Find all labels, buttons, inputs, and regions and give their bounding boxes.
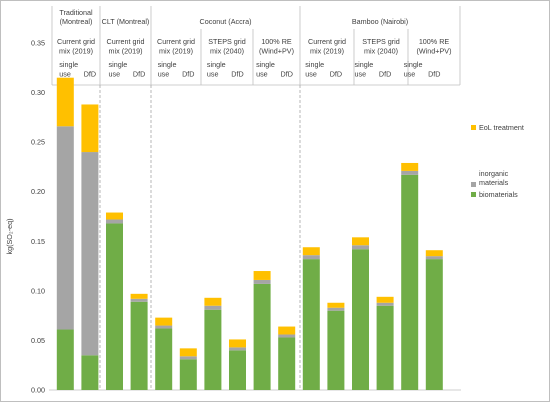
case-label: single use <box>256 60 275 79</box>
bar-segment-biomaterials <box>130 301 148 390</box>
bar-segment-EoL-treatment <box>253 271 271 280</box>
bar-segment-inorganic-materials <box>204 305 222 310</box>
bar-segment-biomaterials <box>81 355 99 390</box>
case-label: DfD <box>84 70 96 79</box>
case-label: DfD <box>379 70 391 79</box>
bar-segment-inorganic-materials <box>352 245 369 250</box>
bar-segment-EoL-treatment <box>204 297 222 306</box>
bar-segment-biomaterials <box>401 174 419 390</box>
bar-segment-inorganic-materials <box>155 325 173 329</box>
bar-segment-biomaterials <box>278 337 296 390</box>
case-label: single use <box>59 60 78 79</box>
scenario-label: 100% RE (Wind+PV) <box>259 37 294 56</box>
bar-segment-biomaterials <box>229 350 246 390</box>
bar-segment-EoL-treatment <box>179 348 197 357</box>
bar-segment-inorganic-materials <box>376 302 394 306</box>
legend-swatch <box>471 125 476 130</box>
bar-segment-inorganic-materials <box>179 356 197 360</box>
bar-segment-inorganic-materials <box>327 307 345 311</box>
y-axis-label: kg(SO₂-eq) <box>5 219 14 255</box>
scenario-label: STEPS grid mix (2040) <box>208 37 246 56</box>
case-label: DfD <box>281 70 293 79</box>
case-label: single use <box>355 60 374 79</box>
case-label: single use <box>305 60 324 79</box>
bar-segment-EoL-treatment <box>401 162 419 171</box>
bar-segment-inorganic-materials <box>56 126 74 330</box>
bar-segment-biomaterials <box>56 329 74 390</box>
header-table: Traditional (Montreal) Current grid mix (20… <box>51 6 461 86</box>
y-tick-label: 0.30 <box>31 88 45 97</box>
case-label: DfD <box>133 70 145 79</box>
bar-segment-biomaterials <box>327 310 345 390</box>
scenario-label: STEPS grid mix (2040) <box>362 37 400 56</box>
bar-segment-biomaterials <box>425 259 443 390</box>
legend-label: biomaterials <box>479 190 518 199</box>
legend-swatch <box>471 192 476 197</box>
case-label: DfD <box>182 70 194 79</box>
bar-segment-EoL-treatment <box>425 250 443 257</box>
legend-label: inorganic materials <box>479 169 509 187</box>
bar-segment-EoL-treatment <box>352 237 369 246</box>
case-label: single use <box>404 60 423 79</box>
bar-segment-inorganic-materials <box>253 279 271 284</box>
case-label: single use <box>207 60 226 79</box>
bar-segment-EoL-treatment <box>155 317 173 326</box>
bar-segment-biomaterials <box>376 305 394 390</box>
case-label: DfD <box>330 70 342 79</box>
bar-segment-biomaterials <box>302 259 320 390</box>
bar-segment-inorganic-materials <box>130 298 148 302</box>
bar-segment-biomaterials <box>352 249 369 390</box>
bar-segment-inorganic-materials <box>229 347 246 351</box>
bar-segment-EoL-treatment <box>56 77 74 127</box>
scenario-label: Current grid mix (2019) <box>107 37 145 56</box>
case-label: DfD <box>428 70 440 79</box>
bar-segment-EoL-treatment <box>229 339 246 348</box>
group-label: Coconut (Accra) <box>200 17 252 26</box>
y-tick-label: 0.05 <box>31 336 45 345</box>
legend-label: EoL treatment <box>479 123 524 132</box>
y-tick-label: 0.00 <box>31 386 45 395</box>
legend-swatch <box>471 182 476 187</box>
bar-segment-EoL-treatment <box>327 302 345 308</box>
y-tick-label: 0.20 <box>31 187 45 196</box>
bar-segment-biomaterials <box>253 283 271 390</box>
scenario-label: Current grid mix (2019) <box>157 37 195 56</box>
bar-segment-EoL-treatment <box>130 293 148 299</box>
scenario-label: Current grid mix (2019) <box>308 37 346 56</box>
y-tick-label: 0.10 <box>31 286 45 295</box>
bar-segment-inorganic-materials <box>81 152 99 356</box>
scenario-label: 100% RE (Wind+PV) <box>417 37 452 56</box>
bar-segment-inorganic-materials <box>106 219 123 224</box>
bar-segment-biomaterials <box>204 309 222 390</box>
bar-segment-biomaterials <box>179 359 197 390</box>
bar-segment-inorganic-materials <box>278 334 296 338</box>
scenario-label: Current grid mix (2019) <box>57 37 95 56</box>
y-tick-label: 0.25 <box>31 138 45 147</box>
bar-segment-EoL-treatment <box>278 326 296 335</box>
case-label: single use <box>158 60 177 79</box>
bar-segment-EoL-treatment <box>106 212 123 220</box>
bar-segment-EoL-treatment <box>81 104 99 153</box>
bar-segment-EoL-treatment <box>376 296 394 303</box>
bar-segment-EoL-treatment <box>302 247 320 256</box>
bar-segment-biomaterials <box>155 328 173 390</box>
y-tick-label: 0.15 <box>31 237 45 246</box>
group-label: CLT (Montreal) <box>102 17 150 26</box>
legend: EoL treatment inorganic materials biomateri… <box>471 123 524 199</box>
bars <box>56 77 443 390</box>
case-label: single use <box>109 60 128 79</box>
bar-segment-inorganic-materials <box>302 255 320 260</box>
bar-segment-inorganic-materials <box>425 256 443 260</box>
group-label: Bamboo (Nairobi) <box>352 17 408 26</box>
bar-segment-biomaterials <box>106 223 123 390</box>
bar-segment-inorganic-materials <box>401 170 419 175</box>
group-label: Traditional (Montreal) <box>59 8 93 26</box>
case-label: DfD <box>231 70 243 79</box>
y-tick-label: 0.35 <box>31 39 45 48</box>
